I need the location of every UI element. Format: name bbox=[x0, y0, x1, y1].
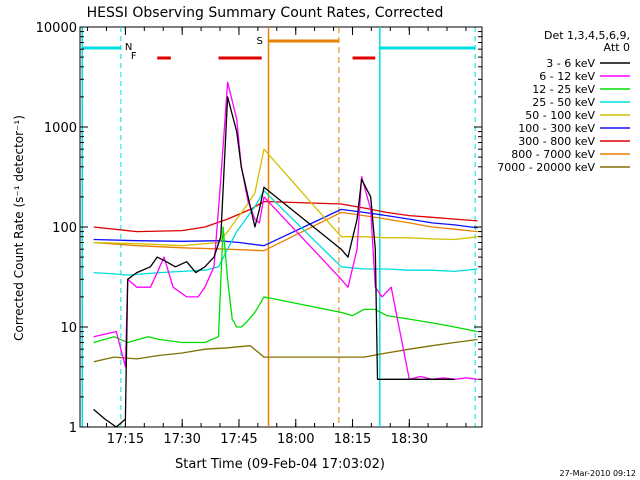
series-line bbox=[93, 226, 478, 344]
legend-label: 300 - 800 keV bbox=[518, 135, 595, 148]
series-line bbox=[93, 338, 478, 363]
legend-label: 3 - 6 keV bbox=[546, 57, 595, 70]
y-tick-label: 10 bbox=[60, 321, 77, 336]
series-line bbox=[93, 148, 478, 247]
series-line bbox=[93, 211, 478, 252]
night-flag-label: N bbox=[125, 42, 132, 53]
flag-layer: NF S bbox=[81, 27, 476, 427]
axes: 1 10 100 1000 10000 17:15 17:30 17:45 18:00 18:15… bbox=[36, 21, 482, 447]
legend-label: 50 - 100 keV bbox=[525, 109, 595, 122]
y-tick-label: 100 bbox=[52, 221, 77, 236]
series-line bbox=[93, 200, 478, 233]
y-tick-label: 1 bbox=[69, 421, 77, 436]
series-line bbox=[93, 96, 455, 428]
legend-header-2: Att 0 bbox=[604, 41, 630, 54]
legend-label: 12 - 25 keV bbox=[532, 83, 595, 96]
x-tick-label: 17:15 bbox=[107, 432, 144, 447]
series-layer bbox=[93, 81, 478, 428]
x-tick-label: 17:45 bbox=[220, 432, 257, 447]
x-tick-label: 18:00 bbox=[277, 432, 314, 447]
legend-label: 25 - 50 keV bbox=[532, 96, 595, 109]
plot-frame bbox=[79, 26, 483, 428]
plot-area bbox=[79, 26, 483, 428]
chart-title: HESSI Observing Summary Count Rates, Cor… bbox=[87, 5, 444, 21]
legend-header-1: Det 1,3,4,5,6,9, bbox=[544, 29, 630, 42]
legend-label: 7000 - 20000 keV bbox=[497, 161, 595, 174]
series-line bbox=[93, 208, 478, 247]
x-axis-label: Start Time (09-Feb-04 17:03:02) bbox=[175, 457, 385, 472]
legend-label: 800 - 7000 keV bbox=[511, 148, 595, 161]
y-axis-label: Corrected Count Rate (s⁻¹ detector⁻¹) bbox=[12, 115, 26, 341]
legend-label: 6 - 12 keV bbox=[539, 70, 595, 83]
flare-flag-label: F bbox=[131, 51, 137, 62]
y-tick-label: 10000 bbox=[36, 21, 77, 36]
footer-timestamp: 27-Mar-2010 09:12 bbox=[560, 469, 637, 478]
x-tick-label: 18:15 bbox=[334, 432, 371, 447]
y-tick-label: 1000 bbox=[44, 121, 77, 136]
x-tick-label: 17:30 bbox=[163, 432, 200, 447]
x-tick-label: 18:30 bbox=[391, 432, 428, 447]
series-line bbox=[93, 190, 478, 276]
legend-label: 100 - 300 keV bbox=[518, 122, 595, 135]
saa-flag-label: S bbox=[257, 36, 263, 47]
